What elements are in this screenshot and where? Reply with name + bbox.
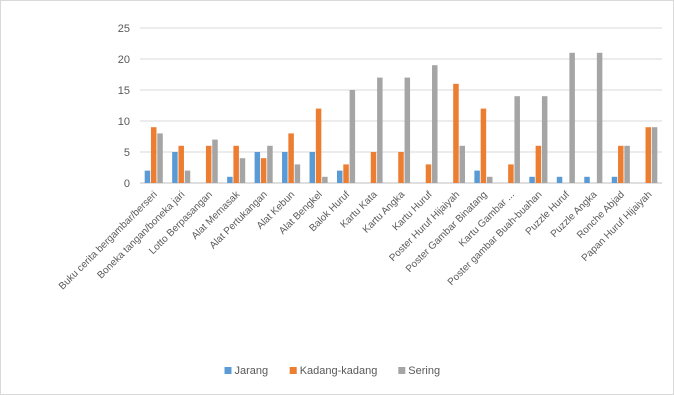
bar-sering bbox=[459, 145, 465, 183]
bar-sering bbox=[212, 139, 218, 183]
bar-sering bbox=[624, 145, 630, 183]
y-tick-label: 10 bbox=[118, 116, 130, 128]
bar-kadang-kadang bbox=[398, 152, 404, 183]
bar-jarang bbox=[254, 152, 261, 183]
bar-jarang bbox=[337, 170, 343, 183]
legend-label: Sering bbox=[408, 365, 440, 377]
bar-kadang-kadang bbox=[425, 164, 432, 183]
legend-swatch bbox=[224, 367, 232, 374]
bar-sering bbox=[322, 176, 328, 183]
bar-kadang-kadang bbox=[535, 145, 542, 183]
bar-sering bbox=[184, 170, 191, 183]
legend-label: Kadang-kadang bbox=[300, 365, 378, 377]
legend-swatch bbox=[289, 367, 297, 374]
bar-sering bbox=[514, 96, 520, 183]
bar-sering bbox=[267, 145, 273, 183]
bar-sering bbox=[486, 176, 493, 183]
bar-kadang-kadang bbox=[370, 152, 377, 183]
bar-jarang bbox=[529, 176, 535, 183]
bar-kadang-kadang bbox=[480, 108, 487, 183]
bar-jarang bbox=[144, 170, 151, 183]
bar-kadang-kadang bbox=[288, 133, 294, 183]
legend-swatch bbox=[398, 367, 406, 374]
y-tick-label: 5 bbox=[124, 147, 130, 159]
legend-label: Jarang bbox=[235, 365, 269, 377]
bar-sering bbox=[569, 52, 575, 183]
bar-jarang bbox=[556, 176, 563, 183]
bar-jarang bbox=[584, 176, 590, 183]
y-tick-label: 0 bbox=[124, 178, 130, 190]
bar-sering bbox=[239, 158, 246, 183]
bar-sering bbox=[596, 52, 603, 183]
y-tick-label: 20 bbox=[118, 54, 130, 66]
y-tick-label: 15 bbox=[118, 85, 130, 97]
category-label: Buku cerita bergambar/berseri bbox=[57, 189, 160, 292]
bar-sering bbox=[404, 77, 411, 183]
bar-jarang bbox=[282, 152, 288, 183]
bar-kadang-kadang bbox=[315, 108, 322, 183]
bar-kadang-kadang bbox=[260, 158, 267, 183]
bar-sering bbox=[651, 127, 658, 183]
bar-jarang bbox=[474, 170, 480, 183]
bar-sering bbox=[157, 133, 163, 183]
bar-kadang-kadang bbox=[205, 145, 212, 183]
bar-kadang-kadang bbox=[343, 164, 349, 183]
bar-kadang-kadang bbox=[453, 83, 459, 183]
bar-jarang bbox=[227, 176, 233, 183]
bar-kadang-kadang bbox=[618, 145, 624, 183]
bar-sering bbox=[294, 164, 301, 183]
bar-kadang-kadang bbox=[233, 145, 239, 183]
bar-kadang-kadang bbox=[178, 145, 184, 183]
bar-kadang-kadang bbox=[645, 127, 652, 183]
bar-kadang-kadang bbox=[150, 127, 157, 183]
y-tick-label: 25 bbox=[118, 23, 130, 35]
bar-sering bbox=[432, 65, 438, 183]
bar-jarang bbox=[611, 176, 618, 183]
bar-sering bbox=[377, 77, 383, 183]
bar-jarang bbox=[172, 152, 178, 183]
bar-kadang-kadang bbox=[508, 164, 514, 183]
bar-sering bbox=[349, 90, 356, 183]
bar-sering bbox=[541, 96, 548, 183]
bar-jarang bbox=[309, 152, 316, 183]
